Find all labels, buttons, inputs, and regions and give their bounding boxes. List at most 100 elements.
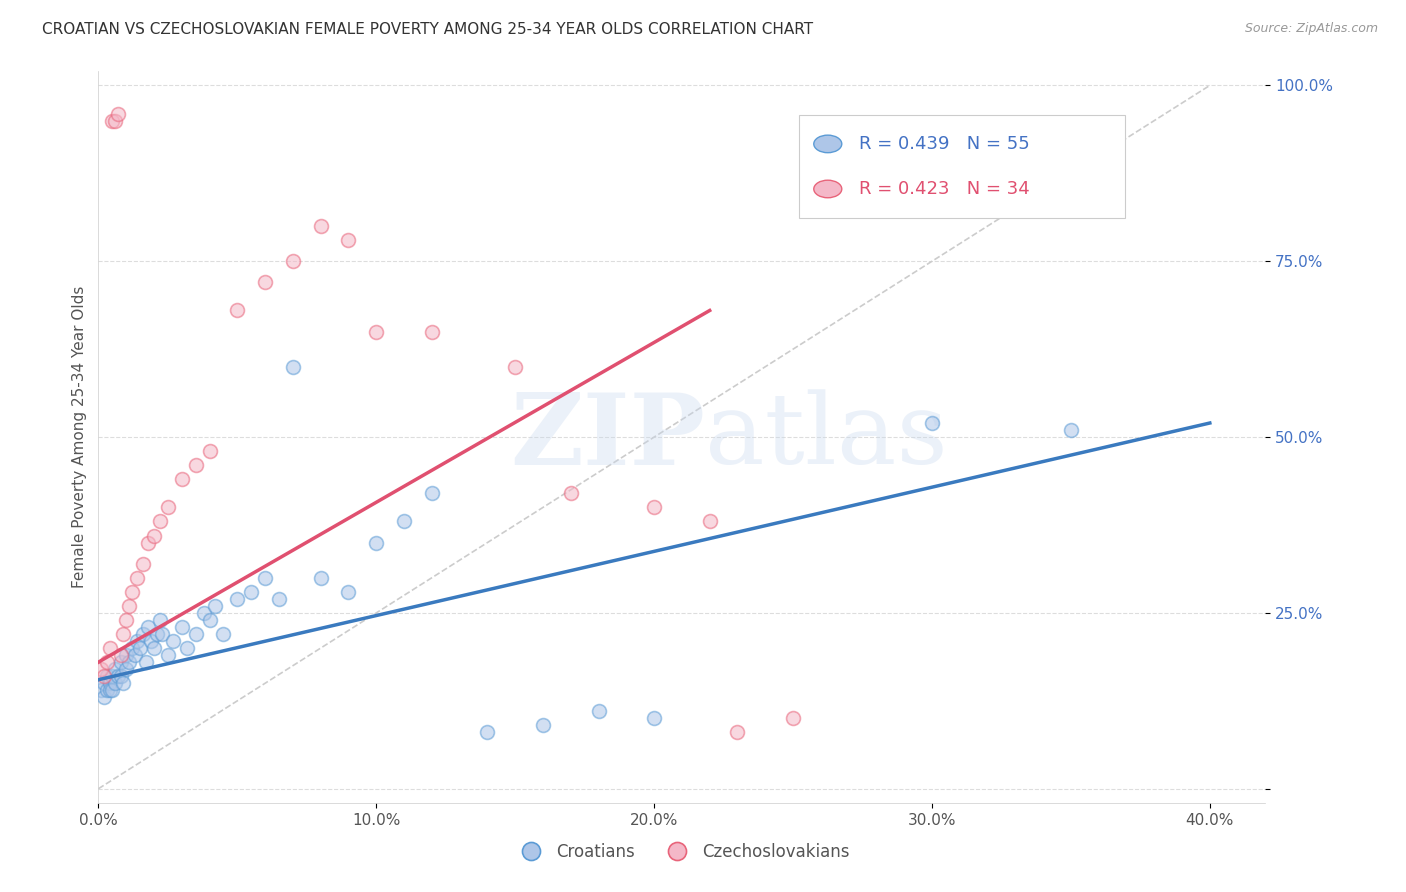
Point bbox=[281, 359, 304, 374]
Text: atlas: atlas bbox=[706, 389, 948, 485]
Point bbox=[138, 535, 160, 549]
Point bbox=[90, 683, 112, 698]
Text: CROATIAN VS CZECHOSLOVAKIAN FEMALE POVERTY AMONG 25-34 YEAR OLDS CORRELATION CHA: CROATIAN VS CZECHOSLOVAKIAN FEMALE POVER… bbox=[42, 22, 813, 37]
Point bbox=[309, 571, 332, 585]
Point bbox=[101, 683, 124, 698]
Point bbox=[110, 669, 132, 683]
Point bbox=[148, 613, 170, 627]
Point bbox=[110, 655, 132, 669]
Point bbox=[366, 535, 388, 549]
Point bbox=[254, 276, 277, 290]
Y-axis label: Female Poverty Among 25-34 Year Olds: Female Poverty Among 25-34 Year Olds bbox=[72, 286, 87, 588]
Point bbox=[121, 641, 143, 656]
Point bbox=[115, 648, 138, 662]
Point bbox=[337, 233, 360, 247]
Point bbox=[193, 606, 215, 620]
Point bbox=[90, 662, 112, 676]
Point bbox=[148, 515, 170, 529]
Point bbox=[110, 648, 132, 662]
Point bbox=[727, 725, 749, 739]
Point bbox=[366, 325, 388, 339]
Point bbox=[921, 416, 943, 430]
Point bbox=[1060, 423, 1083, 437]
Point bbox=[503, 359, 526, 374]
Point bbox=[643, 500, 665, 515]
Point bbox=[198, 444, 221, 458]
Point bbox=[127, 634, 149, 648]
Point bbox=[226, 303, 249, 318]
Point bbox=[115, 662, 138, 676]
Point bbox=[132, 557, 155, 571]
Point bbox=[121, 584, 143, 599]
Point bbox=[420, 325, 443, 339]
Point bbox=[96, 669, 118, 683]
Point bbox=[107, 106, 129, 120]
Point bbox=[240, 584, 263, 599]
Point bbox=[699, 515, 721, 529]
Point bbox=[170, 472, 193, 486]
Point bbox=[135, 655, 157, 669]
Point bbox=[141, 634, 163, 648]
Point bbox=[477, 725, 499, 739]
Point bbox=[337, 584, 360, 599]
Point bbox=[93, 690, 115, 705]
Circle shape bbox=[814, 180, 842, 198]
Text: R = 0.423   N = 34: R = 0.423 N = 34 bbox=[859, 180, 1031, 198]
Point bbox=[124, 648, 146, 662]
Point bbox=[176, 641, 198, 656]
Point bbox=[588, 705, 610, 719]
Point bbox=[98, 641, 121, 656]
Point bbox=[309, 219, 332, 233]
Text: ZIP: ZIP bbox=[510, 389, 706, 485]
Point bbox=[143, 528, 166, 542]
Point bbox=[132, 627, 155, 641]
Point bbox=[98, 676, 121, 690]
Point bbox=[281, 254, 304, 268]
Point bbox=[98, 683, 121, 698]
Point bbox=[150, 627, 173, 641]
Point bbox=[101, 113, 124, 128]
Point bbox=[112, 676, 135, 690]
Point bbox=[146, 627, 169, 641]
Point bbox=[170, 620, 193, 634]
Point bbox=[198, 613, 221, 627]
Point bbox=[162, 634, 184, 648]
Point bbox=[204, 599, 226, 613]
Point bbox=[254, 571, 277, 585]
Point bbox=[96, 683, 118, 698]
Point bbox=[115, 613, 138, 627]
Point bbox=[392, 515, 415, 529]
Point bbox=[104, 662, 127, 676]
Text: R = 0.439   N = 55: R = 0.439 N = 55 bbox=[859, 135, 1031, 153]
Point bbox=[101, 669, 124, 683]
Point bbox=[104, 676, 127, 690]
Point bbox=[138, 620, 160, 634]
Point bbox=[420, 486, 443, 500]
Point bbox=[129, 641, 152, 656]
Point bbox=[226, 591, 249, 606]
Point bbox=[560, 486, 582, 500]
Point bbox=[184, 458, 207, 473]
Point bbox=[107, 669, 129, 683]
Point bbox=[156, 500, 179, 515]
Point bbox=[143, 641, 166, 656]
Point bbox=[96, 655, 118, 669]
Point bbox=[112, 627, 135, 641]
Circle shape bbox=[814, 136, 842, 153]
Point bbox=[104, 113, 127, 128]
Point bbox=[93, 669, 115, 683]
Point bbox=[118, 599, 141, 613]
Point bbox=[93, 676, 115, 690]
Point bbox=[184, 627, 207, 641]
Point bbox=[127, 571, 149, 585]
Point bbox=[118, 655, 141, 669]
Legend: Croatians, Czechoslovakians: Croatians, Czechoslovakians bbox=[508, 837, 856, 868]
FancyBboxPatch shape bbox=[799, 115, 1125, 218]
Point bbox=[782, 711, 804, 725]
Point bbox=[156, 648, 179, 662]
Point bbox=[267, 591, 290, 606]
Point bbox=[531, 718, 554, 732]
Text: Source: ZipAtlas.com: Source: ZipAtlas.com bbox=[1244, 22, 1378, 36]
Point bbox=[643, 711, 665, 725]
Point bbox=[212, 627, 235, 641]
